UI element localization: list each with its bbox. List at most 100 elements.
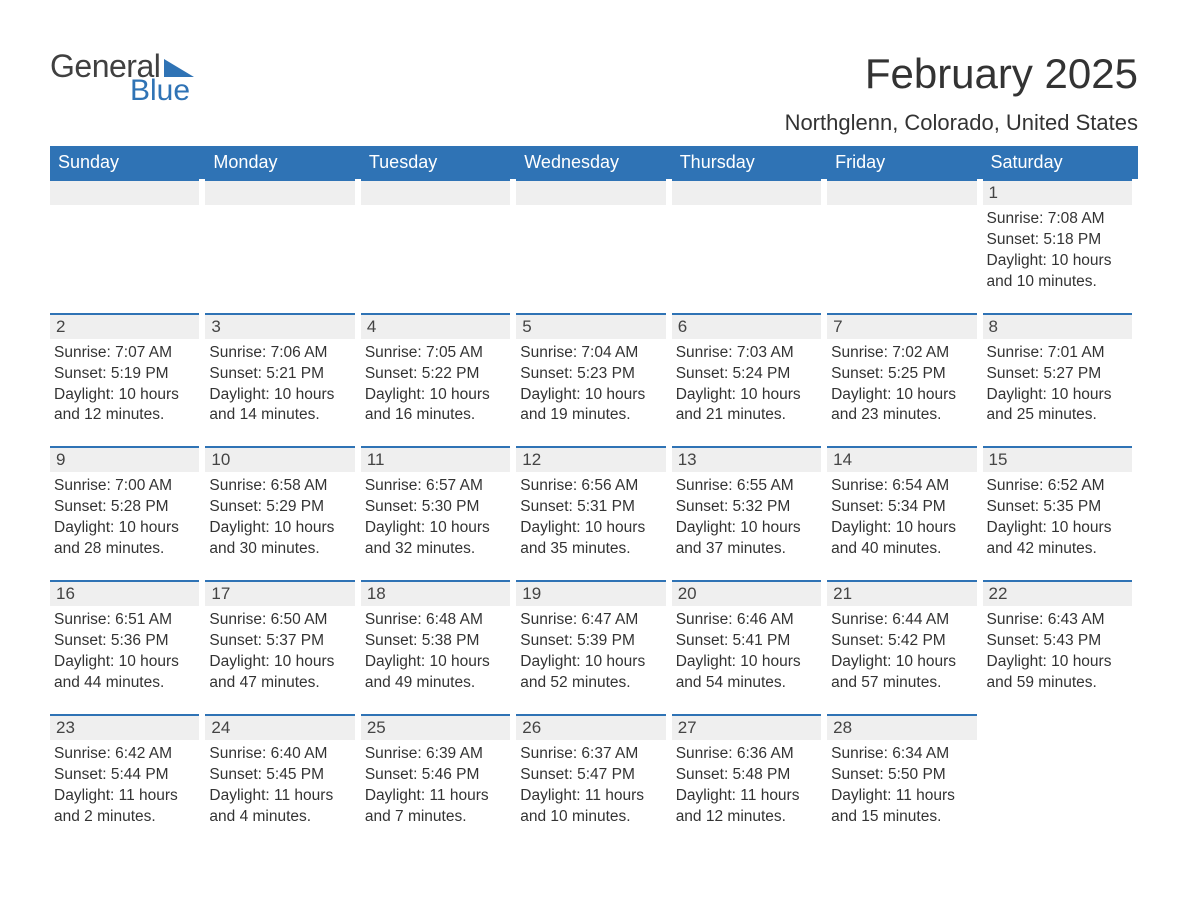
sunrise-text: Sunrise: 6:52 AM (987, 476, 1128, 497)
day-number: 19 (516, 580, 665, 606)
calendar-day: 10Sunrise: 6:58 AMSunset: 5:29 PMDayligh… (205, 446, 360, 566)
daylight-text: Daylight: 11 hours and 2 minutes. (54, 786, 195, 828)
daylight-text: Daylight: 11 hours and 4 minutes. (209, 786, 350, 828)
page-header: General Blue February 2025 Northglenn, C… (50, 50, 1138, 136)
sunset-text: Sunset: 5:21 PM (209, 364, 350, 385)
day-number: 20 (672, 580, 821, 606)
calendar-day: 4Sunrise: 7:05 AMSunset: 5:22 PMDaylight… (361, 313, 516, 433)
sunset-text: Sunset: 5:36 PM (54, 631, 195, 652)
sunrise-text: Sunrise: 6:43 AM (987, 610, 1128, 631)
calendar-day (361, 179, 516, 299)
day-number: 1 (983, 179, 1132, 205)
sunset-text: Sunset: 5:43 PM (987, 631, 1128, 652)
sunrise-text: Sunrise: 7:00 AM (54, 476, 195, 497)
daylight-text: Daylight: 11 hours and 12 minutes. (676, 786, 817, 828)
sunset-text: Sunset: 5:41 PM (676, 631, 817, 652)
calendar-day (516, 179, 671, 299)
sunrise-text: Sunrise: 6:56 AM (520, 476, 661, 497)
calendar-day: 12 Sunrise: 6:56 AMSunset: 5:31 PMDayligh… (516, 446, 671, 566)
day-number (516, 179, 665, 205)
daylight-text: Daylight: 11 hours and 10 minutes. (520, 786, 661, 828)
day-info: Sunrise: 6:56 AMSunset: 5:31 PMDaylight:… (516, 476, 665, 560)
calendar-day: 13Sunrise: 6:55 AMSunset: 5:32 PMDayligh… (672, 446, 827, 566)
sunset-text: Sunset: 5:45 PM (209, 765, 350, 786)
sunset-text: Sunset: 5:23 PM (520, 364, 661, 385)
day-number: 7 (827, 313, 976, 339)
sunset-text: Sunset: 5:38 PM (365, 631, 506, 652)
sunrise-text: Sunrise: 7:06 AM (209, 343, 350, 364)
sunrise-text: Sunrise: 7:01 AM (987, 343, 1128, 364)
sunrise-text: Sunrise: 6:39 AM (365, 744, 506, 765)
sunrise-text: Sunrise: 7:03 AM (676, 343, 817, 364)
sunrise-text: Sunrise: 7:07 AM (54, 343, 195, 364)
sunset-text: Sunset: 5:31 PM (520, 497, 661, 518)
calendar-day: 2Sunrise: 7:07 AMSunset: 5:19 PMDaylight… (50, 313, 205, 433)
sunset-text: Sunset: 5:46 PM (365, 765, 506, 786)
daylight-text: Daylight: 10 hours and 44 minutes. (54, 652, 195, 694)
day-number: 8 (983, 313, 1132, 339)
daylight-text: Daylight: 10 hours and 42 minutes. (987, 518, 1128, 560)
day-number: 11 (361, 446, 510, 472)
daylight-text: Daylight: 10 hours and 16 minutes. (365, 385, 506, 427)
day-number: 15 (983, 446, 1132, 472)
daylight-text: Daylight: 10 hours and 10 minutes. (987, 251, 1128, 293)
daylight-text: Daylight: 11 hours and 15 minutes. (831, 786, 972, 828)
day-of-week-header: Sunday Monday Tuesday Wednesday Thursday… (50, 146, 1138, 179)
day-info: Sunrise: 7:05 AMSunset: 5:22 PMDaylight:… (361, 343, 510, 427)
day-info: Sunrise: 6:55 AMSunset: 5:32 PMDaylight:… (672, 476, 821, 560)
day-number: 17 (205, 580, 354, 606)
sunrise-text: Sunrise: 6:37 AM (520, 744, 661, 765)
day-info: Sunrise: 6:57 AMSunset: 5:30 PMDaylight:… (361, 476, 510, 560)
day-number (672, 179, 821, 205)
calendar-day: 3Sunrise: 7:06 AMSunset: 5:21 PMDaylight… (205, 313, 360, 433)
day-info: Sunrise: 6:39 AMSunset: 5:46 PMDaylight:… (361, 744, 510, 828)
calendar-day (827, 179, 982, 299)
day-info: Sunrise: 7:01 AMSunset: 5:27 PMDaylight:… (983, 343, 1132, 427)
daylight-text: Daylight: 10 hours and 12 minutes. (54, 385, 195, 427)
sunset-text: Sunset: 5:18 PM (987, 230, 1128, 251)
sunset-text: Sunset: 5:35 PM (987, 497, 1128, 518)
day-info: Sunrise: 6:37 AMSunset: 5:47 PMDaylight:… (516, 744, 665, 828)
calendar-day: 14Sunrise: 6:54 AMSunset: 5:34 PMDayligh… (827, 446, 982, 566)
daylight-text: Daylight: 10 hours and 35 minutes. (520, 518, 661, 560)
day-number: 27 (672, 714, 821, 740)
day-info: Sunrise: 6:40 AMSunset: 5:45 PMDaylight:… (205, 744, 354, 828)
day-number: 14 (827, 446, 976, 472)
day-number: 10 (205, 446, 354, 472)
dow-sunday: Sunday (50, 146, 205, 179)
day-number: 25 (361, 714, 510, 740)
sunset-text: Sunset: 5:37 PM (209, 631, 350, 652)
calendar-day: 5 Sunrise: 7:04 AMSunset: 5:23 PMDaylight… (516, 313, 671, 433)
day-number: 24 (205, 714, 354, 740)
day-number: 5 (516, 313, 665, 339)
sunrise-text: Sunrise: 6:36 AM (676, 744, 817, 765)
daylight-text: Daylight: 10 hours and 28 minutes. (54, 518, 195, 560)
sunset-text: Sunset: 5:22 PM (365, 364, 506, 385)
day-number: 28 (827, 714, 976, 740)
day-info: Sunrise: 7:04 AMSunset: 5:23 PMDaylight:… (516, 343, 665, 427)
sunset-text: Sunset: 5:19 PM (54, 364, 195, 385)
daylight-text: Daylight: 10 hours and 23 minutes. (831, 385, 972, 427)
day-number: 6 (672, 313, 821, 339)
dow-saturday: Saturday (983, 146, 1138, 179)
calendar-day: 18Sunrise: 6:48 AMSunset: 5:38 PMDayligh… (361, 580, 516, 700)
day-info: Sunrise: 7:00 AMSunset: 5:28 PMDaylight:… (50, 476, 199, 560)
day-info: Sunrise: 6:44 AMSunset: 5:42 PMDaylight:… (827, 610, 976, 694)
day-number: 16 (50, 580, 199, 606)
day-number: 12 (516, 446, 665, 472)
daylight-text: Daylight: 10 hours and 25 minutes. (987, 385, 1128, 427)
daylight-text: Daylight: 10 hours and 32 minutes. (365, 518, 506, 560)
calendar-day: 19Sunrise: 6:47 AMSunset: 5:39 PMDayligh… (516, 580, 671, 700)
daylight-text: Daylight: 10 hours and 47 minutes. (209, 652, 350, 694)
daylight-text: Daylight: 10 hours and 57 minutes. (831, 652, 972, 694)
sunset-text: Sunset: 5:25 PM (831, 364, 972, 385)
day-info: Sunrise: 6:34 AMSunset: 5:50 PMDaylight:… (827, 744, 976, 828)
sunrise-text: Sunrise: 6:40 AM (209, 744, 350, 765)
calendar-day: 28 Sunrise: 6:34 AMSunset: 5:50 PMDayligh… (827, 714, 982, 834)
daylight-text: Daylight: 10 hours and 40 minutes. (831, 518, 972, 560)
day-number: 26 (516, 714, 665, 740)
day-info: Sunrise: 7:08 AMSunset: 5:18 PMDaylight:… (983, 209, 1132, 293)
day-number (827, 179, 976, 205)
calendar-day (672, 179, 827, 299)
calendar-day (205, 179, 360, 299)
